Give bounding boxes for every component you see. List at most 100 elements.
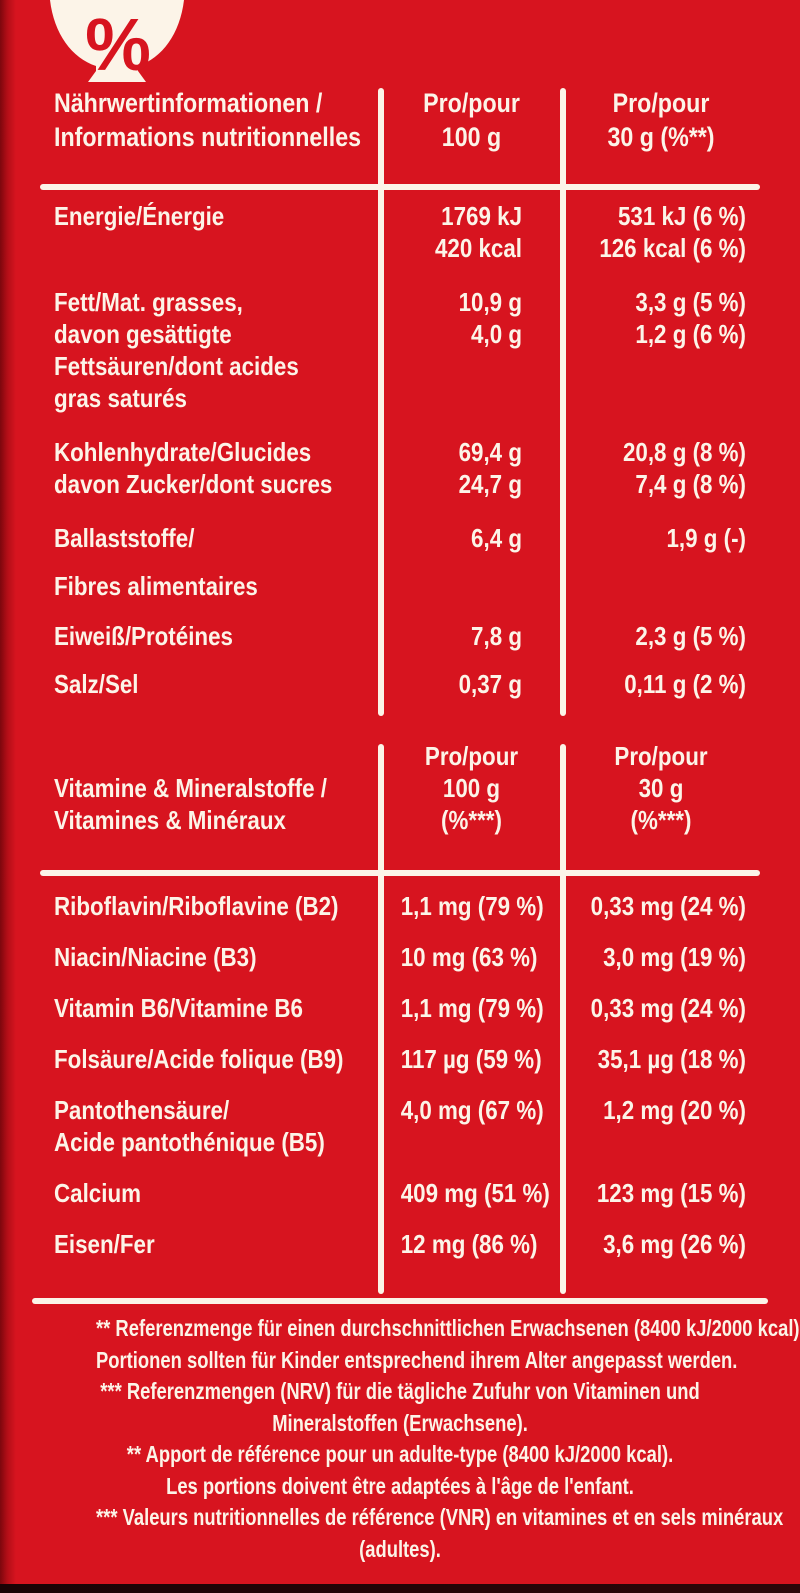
column-divider-1-lower [378, 744, 384, 1294]
value-line: 3,0 mg (19 %) [603, 942, 746, 972]
value-line: 4,0 mg (67 %) [400, 1095, 544, 1125]
nutrient-label-line: Salz/Sel [54, 669, 139, 699]
column-header-per-30g: Pro/pour 30 g (%**) [562, 86, 760, 154]
value-per-100g: 1,1 mg (79 %) [381, 890, 562, 922]
value-line: 3,3 g (5 %) [635, 287, 746, 317]
nutrient-label-line: gras saturés [54, 383, 188, 413]
vitamins-per-30g-line: Pro/pour [614, 741, 708, 771]
vitamins-per-100g-line: 100 g [442, 773, 501, 803]
nutrient-label-line: davon Zucker/dont sucres [54, 469, 333, 499]
value-per-30g: 1,9 g (-) [562, 522, 760, 602]
row-fibre: Ballaststoffe/ Fibres alimentaires 6,4 g… [40, 522, 760, 602]
value-line: 409 mg (51 %) [400, 1178, 550, 1208]
footnote-line: ** Referenzmenge für einen durchschnittl… [96, 1315, 800, 1341]
footnote-line: *** Valeurs nutritionnelles de référence… [96, 1504, 784, 1530]
row-carbohydrate: Kohlenhydrate/Glucides davon Zucker/dont… [40, 436, 760, 500]
percent-bowl-icon: % [42, 0, 192, 103]
vitamins-per-100g-line: (%***) [441, 805, 502, 835]
package-left-edge-shading [0, 0, 16, 1593]
footnote-line: Les portions doivent être adaptées à l'â… [166, 1472, 634, 1499]
vitamin-label-line: Pantothensäure/ [54, 1095, 230, 1125]
value-per-100g: 0,37 g [381, 668, 562, 700]
nutrient-label-line: Eiweiß/Protéines [54, 621, 233, 651]
per-100g-header-line-2: 100 g [441, 122, 502, 152]
vitamin-label-line: Acide pantothénique (B5) [54, 1127, 325, 1157]
value-per-100g: 10,9 g 4,0 g [381, 286, 562, 414]
nutrients-section: Energie/Énergie 1769 kJ 420 kcal 531 kJ … [40, 200, 760, 722]
vitamin-label-line: Riboflavin/Riboflavine (B2) [54, 891, 339, 921]
value-line: 1,1 mg (79 %) [400, 993, 544, 1023]
value-line: 6,4 g [471, 523, 522, 553]
value-line: 10 mg (63 %) [400, 942, 538, 972]
vitamin-label: Vitamin B6/Vitamine B6 [40, 992, 381, 1024]
value-per-30g: 35,1 µg (18 %) [562, 1043, 760, 1075]
vitamin-label-line: Folsäure/Acide folique (B9) [54, 1044, 344, 1074]
vitamins-header: Vitamine & Mineralstoffe / Vitamines & M… [40, 740, 760, 836]
vitamin-label: Eisen/Fer [40, 1228, 381, 1260]
value-line: 0,11 g (2 %) [624, 669, 746, 699]
value-line: 0,37 g [458, 669, 522, 699]
value-per-100g: 409 mg (51 %) [381, 1177, 562, 1209]
vitamin-label-line: Vitamin B6/Vitamine B6 [54, 993, 303, 1023]
vitamins-title: Vitamine & Mineralstoffe / Vitamines & M… [40, 740, 381, 836]
row-energy: Energie/Énergie 1769 kJ 420 kcal 531 kJ … [40, 200, 760, 264]
value-per-100g: 12 mg (86 %) [381, 1228, 562, 1260]
vitamin-label: Folsäure/Acide folique (B9) [40, 1043, 381, 1075]
footnote-line: (adultes). [359, 1535, 441, 1562]
row-pantothenic-acid: Pantothensäure/ Acide pantothénique (B5)… [40, 1094, 760, 1158]
column-header-per-100g: Pro/pour 100 g [381, 86, 562, 154]
bowl-shape [50, 0, 184, 82]
nutrient-label: Energie/Énergie [40, 200, 381, 264]
percent-bowl-svg: % [50, 0, 184, 86]
value-line: 35,1 µg (18 %) [597, 1044, 746, 1074]
value-line: 20,8 g (8 %) [622, 437, 746, 467]
nutrient-label-line: Fettsäuren/dont acides [54, 351, 299, 381]
vitamins-title-line-1: Vitamine & Mineralstoffe / [54, 773, 327, 803]
nutrient-label: Salz/Sel [40, 668, 381, 700]
value-per-100g: 6,4 g [381, 522, 562, 602]
row-folic-acid: Folsäure/Acide folique (B9) 117 µg (59 %… [40, 1043, 760, 1075]
value-per-30g: 1,2 mg (20 %) [562, 1094, 760, 1158]
vitamins-title-line-2: Vitamines & Minéraux [54, 805, 286, 835]
footnotes: ** Referenzmenge für einen durchschnittl… [20, 1313, 800, 1565]
value-per-100g: 7,8 g [381, 620, 562, 652]
nutrient-label: Kohlenhydrate/Glucides davon Zucker/dont… [40, 436, 381, 500]
column-divider-1-upper [378, 88, 384, 716]
vitamins-per-100g-line: Pro/pour [424, 741, 519, 771]
percent-glyph: % [85, 3, 151, 86]
footnote-line: ** Apport de référence pour un adulte-ty… [126, 1441, 674, 1467]
value-line: 1,2 g (6 %) [635, 319, 746, 349]
value-line: 7,4 g (8 %) [635, 469, 746, 499]
footnote-line: Portionen sollten für Kinder entsprechen… [96, 1346, 738, 1373]
value-line: 1,2 mg (20 %) [603, 1095, 746, 1125]
value-line: 24,7 g [458, 469, 522, 499]
value-line: 0,33 mg (24 %) [590, 993, 746, 1023]
nutrient-label-line: Kohlenhydrate/Glucides [54, 437, 312, 467]
nutrient-label: Ballaststoffe/ Fibres alimentaires [40, 522, 381, 602]
row-protein: Eiweiß/Protéines 7,8 g 2,3 g (5 %) [40, 620, 760, 652]
value-line: 10,9 g [458, 287, 522, 317]
value-per-30g: 3,3 g (5 %) 1,2 g (6 %) [562, 286, 760, 414]
vitamins-column-header-per-100g: Pro/pour 100 g (%***) [381, 740, 562, 836]
nutrient-label-line: Energie/Énergie [54, 201, 225, 231]
value-line: 1,9 g (-) [666, 523, 746, 553]
row-iron: Eisen/Fer 12 mg (86 %) 3,6 mg (26 %) [40, 1228, 760, 1260]
nutrient-label-line: davon gesättigte [54, 319, 232, 349]
vitamins-column-header-per-30g: Pro/pour 30 g (%***) [562, 740, 760, 836]
value-per-100g: 1,1 mg (79 %) [381, 992, 562, 1024]
vitamin-label: Niacin/Niacine (B3) [40, 941, 381, 973]
column-divider-2-lower [560, 744, 566, 1294]
value-per-30g: 0,33 mg (24 %) [562, 992, 760, 1024]
vitamin-label-line: Niacin/Niacine (B3) [54, 942, 257, 972]
package-bottom-edge [0, 1584, 800, 1593]
footnotes-rule [32, 1298, 768, 1304]
value-line: 2,3 g (5 %) [635, 621, 746, 651]
row-vitamin-b6: Vitamin B6/Vitamine B6 1,1 mg (79 %) 0,3… [40, 992, 760, 1024]
header-rule [40, 184, 760, 190]
vitamin-label: Pantothensäure/ Acide pantothénique (B5) [40, 1094, 381, 1158]
vitamins-header-rule [40, 870, 760, 876]
vitamin-label-line: Calcium [54, 1178, 141, 1208]
per-30g-header-line-1: Pro/pour [612, 88, 710, 118]
value-line: 1,1 mg (79 %) [400, 891, 544, 921]
